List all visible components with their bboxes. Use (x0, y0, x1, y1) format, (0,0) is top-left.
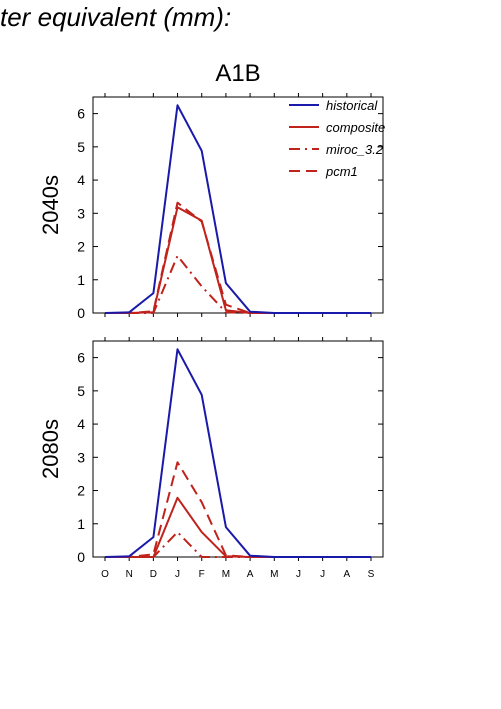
y-tick-label: 5 (77, 139, 85, 155)
series-line-composite (105, 496, 371, 558)
y-tick-label: 2 (77, 239, 85, 255)
x-tick-label: J (296, 569, 301, 580)
panel-2080s: 0 1 2 3 4 5 6 O N D J F M A M J J A S 2080s (38, 337, 384, 580)
x-tick-label: A (343, 569, 350, 580)
legend-label: composite (326, 120, 385, 135)
chart-title: A1B (215, 60, 260, 87)
x-tick-label: D (150, 569, 157, 580)
legend-label: historical (326, 98, 378, 113)
y-tick-label: 1 (77, 516, 85, 532)
y-tick-label: 1 (77, 272, 85, 288)
x-tick-label: A (247, 569, 254, 580)
y-axis-label: 2040s (38, 175, 63, 235)
x-tick-label: F (199, 569, 205, 580)
y-tick-label: 4 (77, 172, 85, 188)
y-tick-label: 4 (77, 416, 85, 432)
y-tick-label: 3 (77, 449, 85, 465)
series-line-miroc-3-2 (105, 254, 371, 314)
x-tick-label: M (270, 569, 278, 580)
plot-frame (92, 340, 384, 558)
plot-frame (92, 96, 384, 314)
series-line-historical (104, 348, 371, 558)
legend-label: pcm1 (325, 164, 358, 179)
legend-label: miroc_3.2 (326, 142, 384, 157)
y-tick-label: 2 (77, 483, 85, 499)
y-axis-label: 2080s (38, 419, 63, 479)
y-tick-label: 3 (77, 205, 85, 221)
panel-2040s: 0 1 2 3 4 5 6 A1B 2040s historical composite miroc_… (38, 60, 385, 321)
x-tick-label: J (320, 569, 325, 580)
y-tick-label: 6 (77, 350, 85, 366)
x-tick-label: J (175, 569, 180, 580)
y-tick-label: 0 (77, 305, 85, 321)
series-line-historical (104, 104, 371, 314)
y-tick-label: 0 (77, 549, 85, 565)
x-tick-label: M (222, 569, 230, 580)
x-tick-label: O (101, 569, 109, 580)
x-tick-label: N (126, 569, 133, 580)
y-tick-label: 6 (77, 106, 85, 122)
page-title: ter equivalent (mm): (0, 2, 232, 32)
y-tick-label: 5 (77, 383, 85, 399)
x-tick-label: S (368, 569, 375, 580)
